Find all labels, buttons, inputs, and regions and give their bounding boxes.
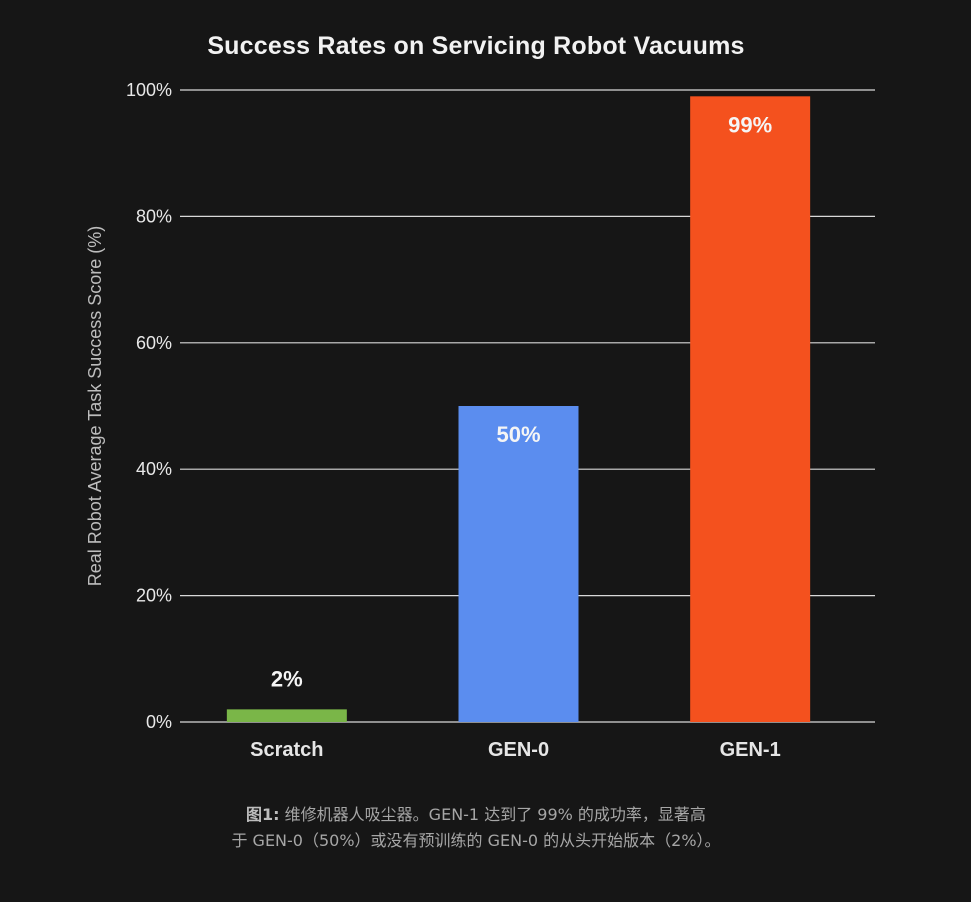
caption-line-1: 图1: 维修机器人吸尘器。GEN-1 达到了 99% 的成功率，显著高 — [0, 802, 952, 828]
bar-gen-1 — [690, 96, 811, 722]
bar-chart: 0% 20% 40% 60% 80% 100% 2% 50% 99% Scratch GEN-0… — [85, 80, 875, 761]
caption-text-1: 维修机器人吸尘器。GEN-1 达到了 99% 的成功率，显著高 — [279, 805, 706, 824]
caption-label: 图1: — [246, 805, 280, 824]
x-axis-ticks: Scratch GEN-0 GEN-1 — [250, 739, 781, 761]
y-axis-label: Real Robot Average Task Success Score (%… — [85, 226, 105, 587]
x-tick-label: GEN-0 — [488, 739, 549, 761]
x-tick-label: Scratch — [250, 739, 323, 761]
y-tick-label: 0% — [146, 712, 172, 732]
caption-line-2: 于 GEN-0（50%）或没有预训练的 GEN-0 的从头开始版本（2%）。 — [231, 831, 721, 850]
figure-caption: 图1: 维修机器人吸尘器。GEN-1 达到了 99% 的成功率，显著高 于 GE… — [0, 802, 952, 854]
y-tick-label: 40% — [136, 459, 172, 479]
y-tick-label: 60% — [136, 333, 172, 353]
bar-scratch — [226, 709, 347, 722]
data-labels: 2% 50% 99% — [271, 112, 772, 691]
y-axis-ticks: 0% 20% 40% 60% 80% 100% — [126, 80, 172, 732]
chart-title: Success Rates on Servicing Robot Vacuums — [207, 32, 745, 60]
bars — [226, 96, 811, 722]
y-tick-label: 80% — [136, 206, 172, 226]
y-tick-label: 20% — [136, 586, 172, 606]
data-label-gen-1: 99% — [728, 112, 772, 137]
y-tick-label: 100% — [126, 80, 172, 100]
data-label-scratch: 2% — [271, 666, 303, 691]
data-label-gen-0: 50% — [496, 422, 540, 447]
x-tick-label: GEN-1 — [720, 739, 781, 761]
bar-gen-0 — [458, 406, 579, 722]
